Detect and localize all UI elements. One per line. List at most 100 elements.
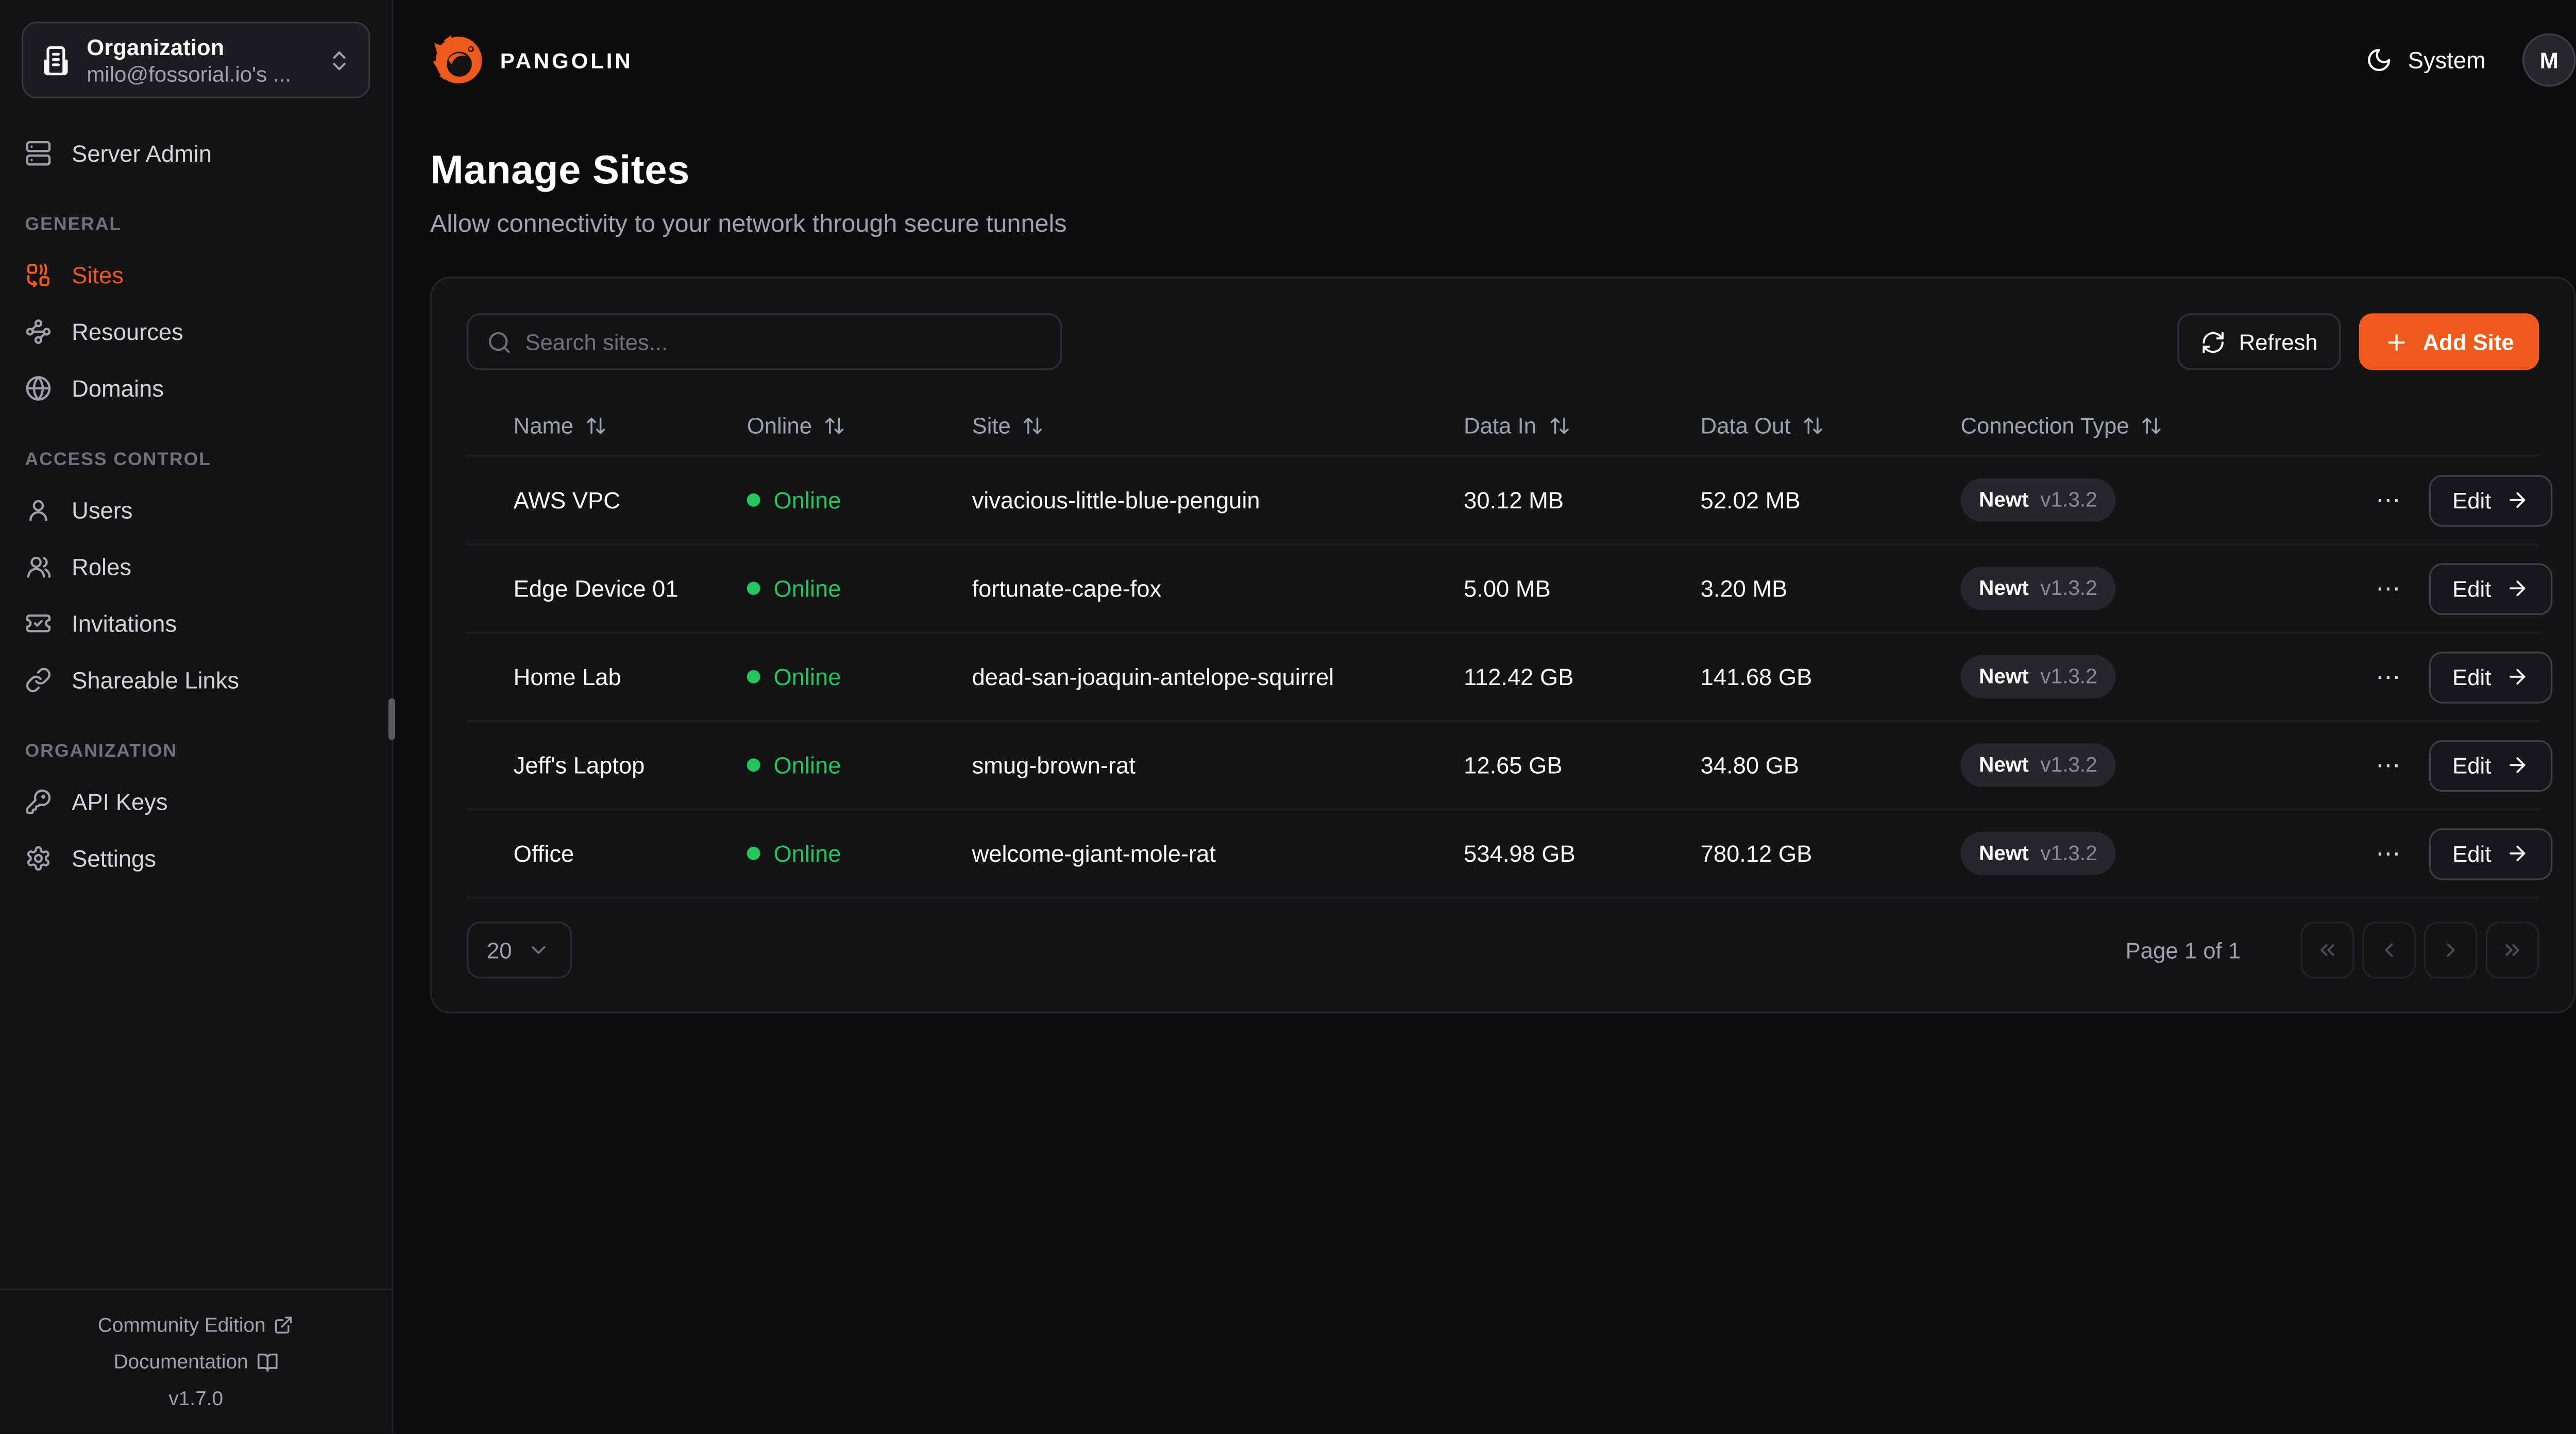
topbar: PANGOLIN System M — [430, 0, 2576, 120]
chevron-left-icon — [2377, 938, 2400, 962]
sort-icon — [2141, 414, 2162, 436]
online-status-cell: Online — [747, 840, 972, 867]
connection-version: v1.3.2 — [2040, 576, 2097, 600]
user-icon — [25, 497, 52, 523]
site-slug-cell: smug-brown-rat — [972, 752, 1136, 779]
row-actions-cell: ⋯ Edit — [2372, 827, 2556, 879]
connection-name: Newt — [1979, 488, 2029, 512]
sort-icon — [824, 414, 845, 436]
column-header-connection-type[interactable]: Connection Type — [1960, 413, 2372, 437]
page-title: Manage Sites — [430, 148, 690, 194]
sidebar-item-domains[interactable]: Domains — [0, 360, 392, 417]
online-status-label: Online — [773, 575, 841, 602]
globe-icon — [25, 375, 52, 402]
connection-name: Newt — [1979, 665, 2029, 689]
data-in-cell: 5.00 MB — [1464, 575, 1551, 602]
search-input[interactable] — [525, 329, 1042, 354]
data-out-cell: 3.20 MB — [1700, 575, 1788, 602]
sidebar-item-server-admin[interactable]: Server Admin — [0, 125, 392, 182]
connection-version: v1.3.2 — [2040, 488, 2097, 512]
refresh-label: Refresh — [2239, 329, 2318, 354]
external-link-icon — [274, 1315, 294, 1335]
next-page-button[interactable] — [2424, 921, 2478, 979]
arrow-right-icon — [2506, 754, 2530, 777]
sidebar-item-label: Users — [72, 497, 133, 524]
edit-button[interactable]: Edit — [2429, 739, 2553, 791]
sidebar-item-roles[interactable]: Roles — [0, 538, 392, 595]
row-actions-cell: ⋯ Edit — [2372, 474, 2556, 526]
refresh-button[interactable]: Refresh — [2177, 313, 2342, 370]
sidebar-item-shareable-links[interactable]: Shareable Links — [0, 652, 392, 708]
sidebar-item-resources[interactable]: Resources — [0, 303, 392, 360]
pangolin-logo-icon — [430, 31, 487, 88]
sidebar-item-label: Roles — [72, 553, 131, 581]
column-header-online[interactable]: Online — [747, 413, 972, 437]
data-in-cell: 30.12 MB — [1464, 486, 1564, 514]
section-heading-organization: ORGANIZATION — [25, 742, 178, 762]
connection-name: Newt — [1979, 753, 2029, 777]
site-name-cell: AWS VPC — [513, 486, 620, 514]
community-edition-link[interactable]: Community Edition — [98, 1307, 294, 1343]
chevrons-left-icon — [2316, 938, 2339, 962]
page-size-select[interactable]: 20 — [467, 921, 572, 979]
sidebar-nav: Server Admin GENERAL Sites Resources Dom — [0, 125, 392, 887]
edit-button[interactable]: Edit — [2429, 562, 2553, 614]
edit-button[interactable]: Edit — [2429, 827, 2553, 879]
row-menu-button[interactable]: ⋯ — [2372, 746, 2406, 784]
online-status-label: Online — [773, 752, 841, 779]
sidebar-item-sites[interactable]: Sites — [0, 247, 392, 303]
ticket-check-icon — [25, 610, 52, 637]
theme-toggle-button[interactable]: System — [2366, 47, 2486, 73]
sort-icon — [1802, 414, 1824, 436]
first-page-button[interactable] — [2300, 921, 2354, 979]
edit-label: Edit — [2452, 576, 2492, 601]
add-site-button[interactable]: Add Site — [2359, 313, 2539, 370]
online-status-label: Online — [773, 840, 841, 867]
table-row: AWS VPC Online vivacious-little-blue-pen… — [467, 455, 2553, 543]
pagination: Page 1 of 1 — [2125, 921, 2539, 979]
row-menu-button[interactable]: ⋯ — [2372, 569, 2406, 607]
row-menu-button[interactable]: ⋯ — [2372, 658, 2406, 696]
waypoints-icon — [25, 318, 52, 345]
table-body: AWS VPC Online vivacious-little-blue-pen… — [467, 455, 2553, 899]
sidebar-item-settings[interactable]: Settings — [0, 830, 392, 887]
edit-button[interactable]: Edit — [2429, 474, 2553, 526]
previous-page-button[interactable] — [2362, 921, 2416, 979]
avatar-initial: M — [2539, 47, 2558, 73]
section-heading-general: GENERAL — [25, 215, 122, 235]
table-row: Office Online welcome-giant-mole-rat 534… — [467, 808, 2553, 897]
sidebar: Organization milo@fossorial.io's ... Ser… — [0, 0, 395, 1433]
connection-type-cell: Newt v1.3.2 — [1960, 567, 2372, 610]
edit-button[interactable]: Edit — [2429, 651, 2553, 703]
org-selector[interactable]: Organization milo@fossorial.io's ... — [22, 22, 370, 98]
documentation-link[interactable]: Documentation — [114, 1343, 278, 1380]
gear-icon — [25, 845, 52, 872]
sidebar-item-users[interactable]: Users — [0, 482, 392, 538]
org-label: Organization — [87, 34, 225, 59]
page-indicator: Page 1 of 1 — [2125, 937, 2241, 963]
plus-icon — [2384, 329, 2410, 354]
online-status-cell: Online — [747, 663, 972, 690]
sites-table: Name Online Site Data In Data Out Connec… — [467, 395, 2553, 899]
online-status-cell: Online — [747, 752, 972, 778]
row-menu-button[interactable]: ⋯ — [2372, 834, 2406, 873]
sidebar-item-label: Invitations — [72, 610, 177, 637]
sidebar-item-invitations[interactable]: Invitations — [0, 595, 392, 652]
site-slug-cell: fortunate-cape-fox — [972, 575, 1162, 602]
edit-label: Edit — [2452, 664, 2492, 690]
column-header-site[interactable]: Site — [972, 413, 1464, 437]
user-avatar[interactable]: M — [2522, 33, 2576, 87]
connection-version: v1.3.2 — [2040, 665, 2097, 689]
sort-icon — [585, 414, 607, 436]
sites-icon — [25, 262, 52, 288]
column-header-name[interactable]: Name — [467, 413, 747, 437]
last-page-button[interactable] — [2485, 921, 2539, 979]
row-menu-button[interactable]: ⋯ — [2372, 481, 2406, 519]
sidebar-item-api-keys[interactable]: API Keys — [0, 773, 392, 830]
sidebar-resize-handle[interactable] — [388, 698, 395, 740]
column-header-data-in[interactable]: Data In — [1464, 413, 1701, 437]
column-header-data-out[interactable]: Data Out — [1701, 413, 1961, 437]
search-box — [467, 313, 1062, 370]
site-name-cell: Jeff's Laptop — [513, 752, 645, 779]
site-name-cell: Edge Device 01 — [513, 575, 679, 602]
